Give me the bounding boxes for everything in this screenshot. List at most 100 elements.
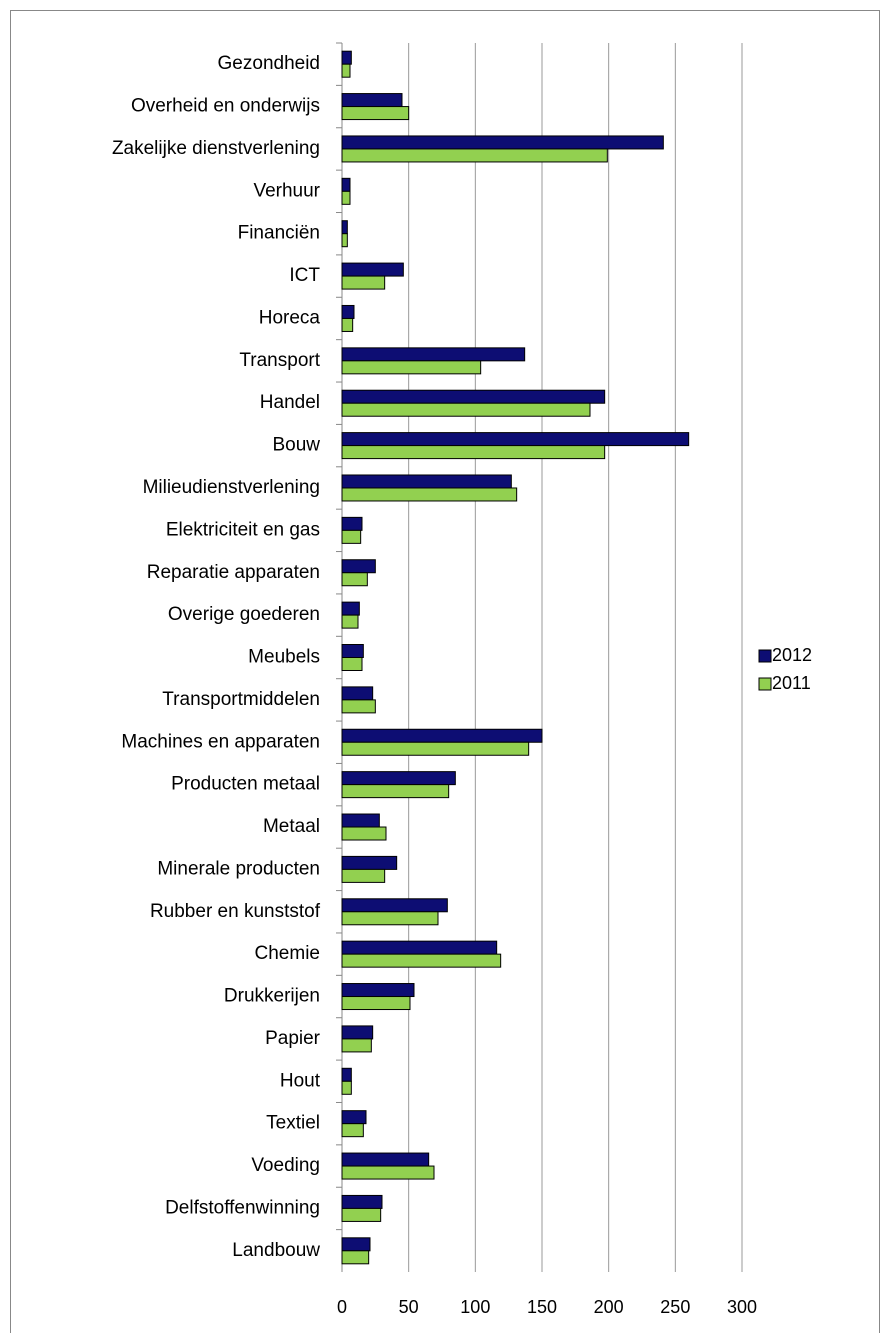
bar (341, 911, 439, 926)
y-tick-label: Rubber en kunststof (150, 901, 321, 922)
x-tick-label: 200 (594, 1297, 624, 1317)
y-tick-label: Voeding (251, 1155, 320, 1176)
y-tick-label: Chemie (255, 943, 320, 964)
bar (341, 304, 355, 319)
bar (341, 1110, 367, 1125)
legend-label: 2011 (772, 673, 811, 693)
legend-swatch (758, 649, 772, 663)
bar (341, 445, 606, 460)
bar (341, 317, 354, 332)
bar (341, 516, 363, 531)
chart-frame (10, 10, 880, 1333)
x-tick-label: 150 (527, 1297, 557, 1317)
bar (341, 1080, 352, 1095)
bar (341, 1165, 435, 1180)
y-tick-label: Reparatie apparaten (147, 562, 320, 583)
bar (341, 1207, 382, 1222)
bar (341, 135, 664, 150)
bar (341, 644, 364, 658)
bar (341, 601, 360, 616)
bar (341, 1237, 371, 1252)
bar (341, 1025, 374, 1040)
bar (341, 262, 404, 277)
y-tick-label: Papier (265, 1028, 321, 1049)
bar (341, 1067, 352, 1082)
bar (341, 220, 348, 235)
bar (341, 529, 362, 544)
bar (341, 474, 512, 489)
y-tick-label: Landbouw (232, 1240, 320, 1261)
bar (341, 699, 376, 714)
bar (341, 771, 456, 786)
bar (341, 686, 374, 701)
x-tick-label: 300 (727, 1297, 757, 1317)
y-tick-label: Milieudienstverlening (143, 477, 320, 498)
y-tick-label: Bouw (272, 435, 320, 456)
bar (341, 432, 690, 447)
y-tick-label: Drukkerijen (224, 986, 320, 1007)
bar (341, 1194, 383, 1209)
bar (341, 728, 543, 743)
y-tick-label: Minerale producten (157, 858, 320, 879)
bar (341, 487, 518, 502)
bar (341, 855, 398, 870)
bar (341, 940, 498, 955)
y-tick-label: ICT (289, 265, 320, 286)
y-tick-label: Elektriciteit en gas (166, 519, 320, 540)
bar (341, 275, 386, 290)
bar (341, 784, 450, 799)
y-tick-label: Horeca (259, 307, 321, 328)
bar (341, 402, 591, 417)
bar (341, 826, 387, 841)
bar (341, 741, 530, 756)
bar (341, 63, 351, 78)
y-tick-label: Textiel (266, 1113, 320, 1134)
y-tick-label: Machines en apparaten (121, 731, 320, 752)
bar (341, 347, 526, 362)
bar (341, 559, 376, 574)
y-tick-label: Metaal (263, 816, 320, 837)
bar (341, 1250, 370, 1265)
y-tick-label: Overige goederen (168, 604, 320, 625)
y-tick-label: Financiën (238, 223, 320, 244)
bar (341, 868, 386, 883)
y-tick-label: Meubels (248, 647, 320, 668)
y-tick-label: Transportmiddelen (162, 689, 320, 710)
bar (341, 898, 448, 913)
bar (341, 106, 410, 121)
bar (341, 1123, 364, 1138)
bar (341, 953, 502, 968)
y-tick-label: Overheid en onderwijs (131, 96, 320, 117)
y-tick-label: Handel (260, 392, 320, 413)
y-tick-label: Gezondheid (218, 53, 320, 74)
y-tick-label: Producten metaal (171, 774, 320, 795)
bar (341, 190, 351, 205)
y-tick-label: Hout (280, 1070, 321, 1091)
bar (341, 1038, 372, 1053)
bar (341, 983, 415, 998)
y-tick-label: Transport (239, 350, 320, 371)
x-tick-label: 50 (399, 1297, 419, 1317)
bar (341, 614, 359, 629)
bar (341, 572, 368, 587)
y-tick-label: Delfstoffenwinning (165, 1197, 320, 1218)
bar (341, 93, 403, 108)
bar (341, 657, 363, 671)
bar (341, 148, 608, 163)
bar (341, 50, 352, 65)
legend-label: 2012 (772, 645, 812, 665)
x-tick-label: 250 (660, 1297, 690, 1317)
bar (341, 233, 348, 248)
bar (341, 1152, 430, 1167)
bar (341, 389, 606, 404)
bar (341, 813, 380, 828)
x-tick-label: 0 (337, 1297, 347, 1317)
legend-swatch (758, 677, 772, 691)
y-tick-label: Zakelijke dienstverlening (112, 138, 320, 159)
bar (341, 996, 411, 1011)
x-tick-label: 100 (460, 1297, 490, 1317)
bar (341, 177, 351, 192)
bar (341, 360, 482, 375)
